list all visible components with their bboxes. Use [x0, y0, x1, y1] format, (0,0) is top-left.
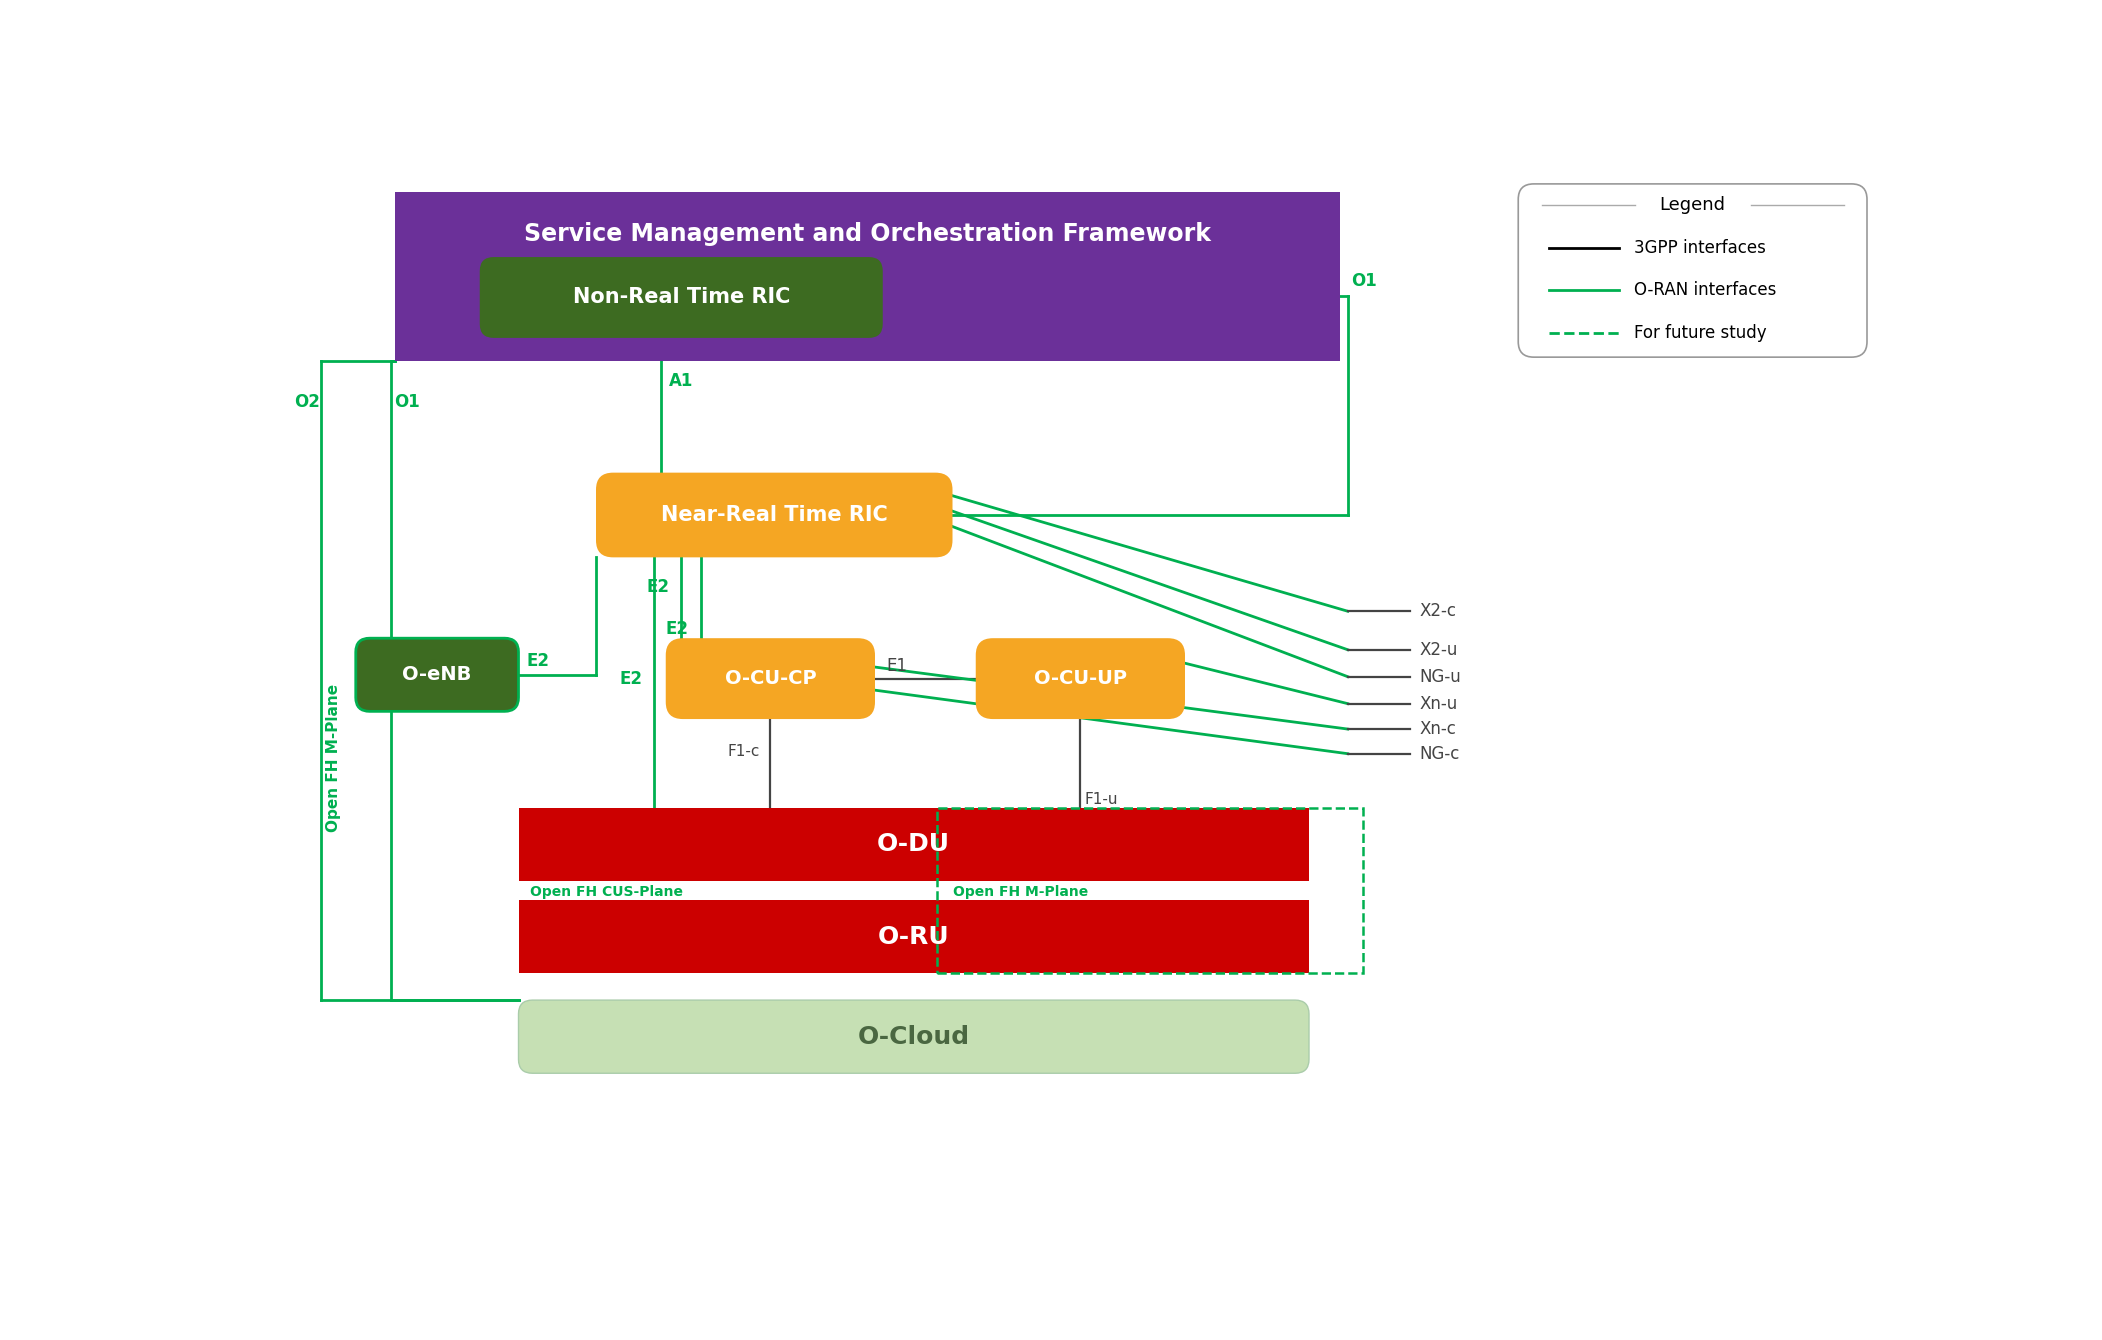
Text: Xn-u: Xn-u [1419, 694, 1457, 713]
Text: E2: E2 [647, 578, 668, 596]
Bar [937, 808, 1364, 973]
Text: Open FH M-Plane: Open FH M-Plane [954, 884, 1089, 899]
Text: Open FH CUS-Plane: Open FH CUS-Plane [530, 884, 683, 899]
FancyBboxPatch shape [666, 638, 874, 720]
Bar [395, 192, 1339, 360]
Text: Service Management and Orchestration Framework: Service Management and Orchestration Fra… [523, 222, 1211, 247]
Text: Legend: Legend [1661, 197, 1726, 214]
FancyBboxPatch shape [1518, 184, 1867, 358]
Text: O-DU: O-DU [877, 832, 950, 856]
FancyBboxPatch shape [479, 257, 883, 338]
Text: NG-u: NG-u [1419, 667, 1461, 686]
FancyBboxPatch shape [975, 638, 1186, 720]
Text: O-Cloud: O-Cloud [858, 1025, 969, 1049]
Text: E2: E2 [526, 651, 549, 670]
Text: Open FH M-Plane: Open FH M-Plane [326, 683, 341, 832]
Text: O-RU: O-RU [879, 925, 950, 949]
Text: For future study: For future study [1635, 323, 1768, 342]
Text: E2: E2 [666, 620, 689, 638]
Text: X2-c: X2-c [1419, 602, 1457, 620]
Text: A1: A1 [668, 373, 694, 390]
Text: Xn-c: Xn-c [1419, 720, 1457, 738]
Text: F1-c: F1-c [727, 744, 761, 758]
Text: 3GPP interfaces: 3GPP interfaces [1635, 239, 1766, 257]
Text: O-RAN interfaces: O-RAN interfaces [1635, 281, 1776, 299]
Text: Near-Real Time RIC: Near-Real Time RIC [660, 505, 887, 525]
Text: O1: O1 [395, 393, 420, 411]
Text: Non-Real Time RIC: Non-Real Time RIC [572, 288, 790, 307]
Text: X2-u: X2-u [1419, 641, 1457, 659]
FancyBboxPatch shape [519, 1000, 1310, 1073]
FancyBboxPatch shape [355, 638, 519, 712]
Text: O-CU-UP: O-CU-UP [1034, 669, 1127, 689]
Text: NG-c: NG-c [1419, 745, 1459, 762]
Text: O2: O2 [294, 393, 320, 411]
Text: O-eNB: O-eNB [401, 665, 471, 685]
Text: O-CU-CP: O-CU-CP [725, 669, 816, 689]
FancyBboxPatch shape [597, 473, 952, 557]
Text: F1-u: F1-u [1085, 792, 1118, 807]
Bar [519, 900, 1310, 973]
Text: E2: E2 [620, 670, 643, 689]
Text: E1: E1 [887, 657, 908, 675]
Bar [519, 808, 1310, 880]
Text: O1: O1 [1352, 272, 1377, 291]
